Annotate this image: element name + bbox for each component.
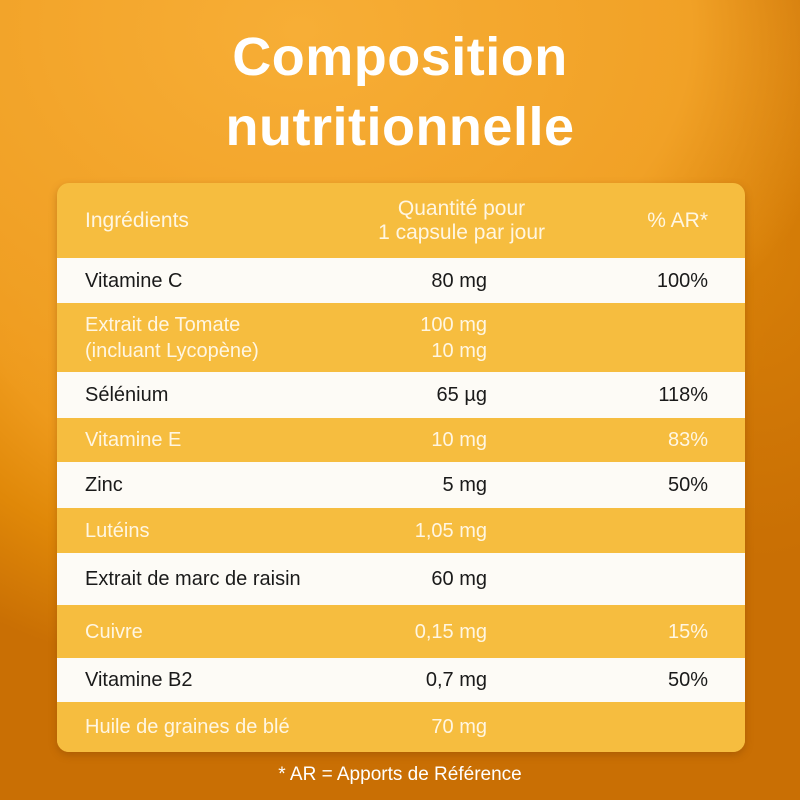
table-row: Zinc 5 mg 50%	[57, 462, 745, 508]
header-ar: % AR*	[647, 208, 708, 232]
ingredient-name: Vitamine B2	[85, 669, 193, 691]
ingredient-name: Lutéins	[85, 519, 150, 542]
ingredient-quantity: 10 mg	[431, 429, 487, 451]
ingredient-ar: 118%	[658, 384, 708, 406]
ingredient-quantity: 1,05 mg	[414, 519, 487, 542]
table-row: Sélénium 65 µg 118%	[57, 372, 745, 418]
table-row: Vitamine E 10 mg 83%	[57, 418, 745, 462]
table-header: Ingrédients Quantité pour 1 capsule par …	[57, 183, 745, 258]
ingredient-quantity: 60 mg	[431, 568, 487, 590]
ingredient-name: Vitamine E	[85, 429, 182, 451]
ingredient-ar: 15%	[667, 620, 708, 643]
table-row: Extrait de Tomate (incluant Lycopène) 100 …	[57, 303, 745, 372]
ingredient-ar: 50%	[667, 474, 708, 496]
ingredient-name: Huile de graines de blé	[85, 716, 290, 738]
table-row: Vitamine C 80 mg 100%	[57, 258, 745, 303]
table-row: Huile de graines de blé 70 mg	[57, 702, 745, 752]
ingredient-name: Sélénium	[85, 384, 169, 406]
ingredient-ar: 50%	[667, 669, 708, 691]
table-row: Cuivre 0,15 mg 15%	[57, 605, 745, 658]
ingredient-ar: 83%	[667, 429, 708, 451]
header-ingredients: Ingrédients	[85, 208, 189, 232]
page-title: Composition nutritionnelle	[225, 27, 575, 157]
table-row: Extrait de marc de raisin 60 mg	[57, 553, 745, 605]
nutrition-table: Ingrédients Quantité pour 1 capsule par …	[57, 183, 745, 752]
table-row: Vitamine B2 0,7 mg 50%	[57, 658, 745, 702]
ingredient-name: Vitamine C	[85, 269, 183, 292]
ingredient-quantity: 5 mg	[442, 474, 487, 496]
ingredient-name: Extrait de Tomate (incluant Lycopène)	[85, 313, 259, 362]
table-row: Lutéins 1,05 mg	[57, 508, 745, 553]
footnote: * AR = Apports de Référence	[278, 764, 522, 785]
ingredient-name: Zinc	[85, 474, 123, 496]
ingredient-quantity: 0,7 mg	[425, 669, 487, 691]
ingredient-quantity: 65 µg	[436, 384, 487, 406]
ingredient-name: Extrait de marc de raisin	[85, 568, 301, 590]
ingredient-quantity: 0,15 mg	[414, 620, 487, 643]
ingredient-name: Cuivre	[85, 620, 143, 643]
ingredient-quantity: 70 mg	[431, 716, 487, 738]
header-quantity: Quantité pour 1 capsule par jour	[378, 196, 545, 244]
ingredient-ar: 100%	[656, 269, 708, 292]
ingredient-quantity: 80 mg	[431, 269, 487, 292]
ingredient-quantity: 100 mg 10 mg	[420, 313, 487, 362]
